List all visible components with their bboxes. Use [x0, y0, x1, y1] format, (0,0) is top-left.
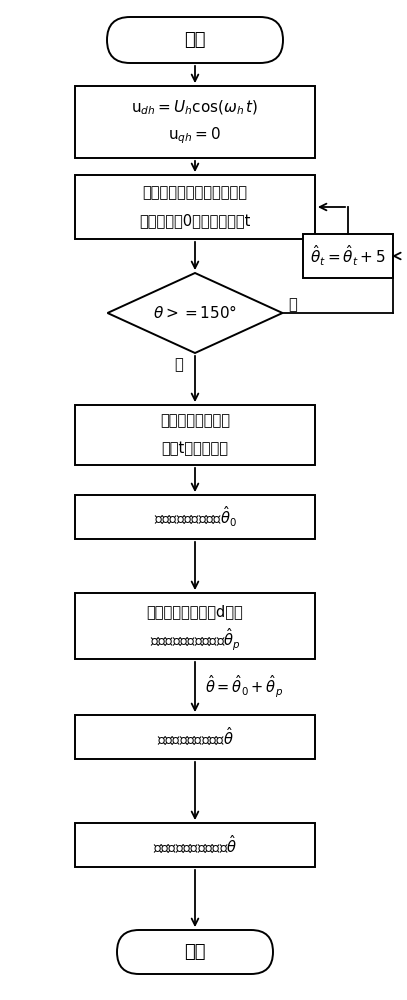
Text: $\hat{\theta}_t=\hat{\theta}_t+5$: $\hat{\theta}_t=\hat{\theta}_t+5$	[310, 244, 386, 268]
Bar	[75, 86, 315, 158]
Text: $\mathrm{u}_{dh} = U_h\cos(\omega_h\, t)$: $\mathrm{u}_{dh} = U_h\cos(\omega_h\, t)…	[131, 99, 259, 117]
Bar	[75, 405, 315, 465]
Polygon shape	[107, 273, 282, 353]
Bar	[303, 234, 393, 278]
Bar	[75, 593, 315, 659]
Text: 否: 否	[289, 298, 297, 312]
Bar	[75, 715, 315, 759]
Text: 方向，得到转子补偿値$\hat{\theta}_p$: 方向，得到转子补偿値$\hat{\theta}_p$	[150, 627, 240, 653]
Text: 得到转子初次估计値$\hat{\theta}_0$: 得到转子初次估计値$\hat{\theta}_0$	[153, 505, 236, 529]
Bar	[75, 495, 315, 539]
Text: $\hat{\theta}=\hat{\theta}_0+\hat{\theta}_p$: $\hat{\theta}=\hat{\theta}_0+\hat{\theta…	[205, 674, 283, 700]
FancyBboxPatch shape	[117, 930, 273, 974]
Text: 初始値设为0，作用时间为t: 初始値设为0，作用时间为t	[139, 214, 251, 229]
Bar	[75, 823, 315, 867]
Text: 周期t的反馈电流: 周期t的反馈电流	[162, 442, 228, 456]
Text: 处理计算每个时间: 处理计算每个时间	[160, 414, 230, 428]
Text: 结束: 结束	[184, 943, 206, 961]
FancyBboxPatch shape	[107, 17, 283, 63]
Text: $\theta>=150°$: $\theta>=150°$	[153, 304, 237, 322]
Text: 得到转子最终估计値$\hat{\theta}$: 得到转子最终估计値$\hat{\theta}$	[157, 726, 233, 748]
Text: 施加高频脉振电压，注入角: 施加高频脉振电压，注入角	[142, 186, 247, 200]
Text: $\mathrm{u}_{qh} = 0$: $\mathrm{u}_{qh} = 0$	[168, 126, 221, 146]
Text: 是: 是	[175, 357, 184, 372]
Bar	[75, 175, 315, 239]
Text: 开始: 开始	[184, 31, 206, 49]
Text: 预定位法将转子锁定到$\hat{\theta}$: 预定位法将转子锁定到$\hat{\theta}$	[153, 834, 237, 856]
Text: 施加脉冲电压判斪d轴正: 施加脉冲电压判斪d轴正	[147, 604, 243, 619]
